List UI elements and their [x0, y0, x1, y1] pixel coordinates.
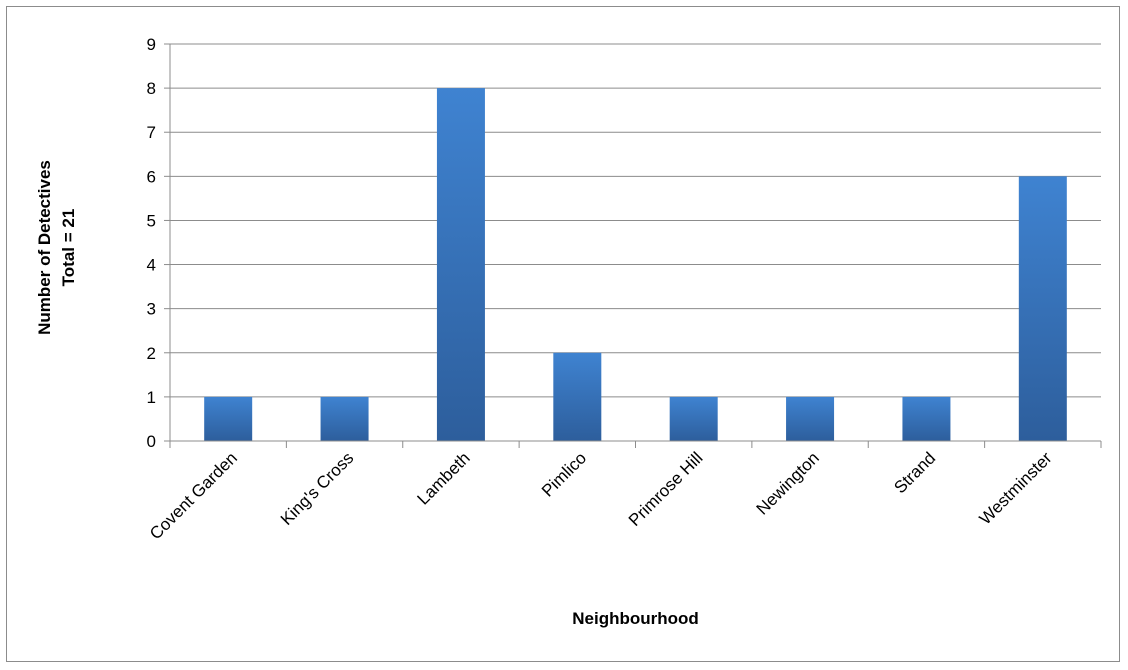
gridlines [164, 43, 1101, 442]
y-tick-label: 0 [147, 432, 156, 451]
x-axis-title: Neighbourhood [572, 609, 699, 628]
bar-newington [786, 396, 835, 441]
bar-pimlico [553, 352, 602, 441]
y-tick-label: 3 [147, 300, 156, 319]
y-axis-title-line: Number of Detectives [35, 160, 54, 335]
y-tick-label: 1 [147, 388, 156, 407]
y-tick-label: 6 [147, 167, 156, 186]
x-tick-label: King's Cross [277, 448, 358, 529]
y-axis-title-line: Total = 21 [59, 209, 78, 287]
x-tick-label: Covent Garden [146, 448, 241, 543]
x-tick-label: Westminster [976, 448, 1056, 528]
x-tick-label: Newington [753, 448, 823, 518]
x-tick-label: Lambeth [414, 448, 474, 508]
y-tick-label: 5 [147, 211, 156, 230]
axes [169, 44, 1102, 448]
bar-lambeth [436, 88, 485, 441]
x-tick-label: Strand [890, 448, 939, 497]
y-tick-labels: 0 1 2 3 4 5 6 7 8 9 [147, 35, 156, 451]
x-tick-label: Pimlico [538, 448, 590, 500]
bars [204, 88, 1067, 442]
y-tick-label: 9 [147, 35, 156, 54]
bar-covent-garden [204, 396, 253, 441]
y-tick-label: 4 [147, 256, 156, 275]
chart-frame [6, 6, 1120, 662]
bar-primrose-hill [669, 396, 718, 441]
y-axis-title: Number of Detectives Total = 21 [35, 160, 78, 335]
y-tick-label: 2 [147, 344, 156, 363]
bar-king-s-cross [320, 396, 369, 441]
bar-strand [902, 396, 951, 441]
y-tick-label: 8 [147, 79, 156, 98]
y-tick-label: 7 [147, 123, 156, 142]
x-tick-label: Primrose Hill [625, 448, 707, 530]
bar-westminster [1018, 176, 1067, 442]
x-tick-labels: Covent Garden King's Cross Lambeth Pimlico P… [146, 448, 1056, 543]
